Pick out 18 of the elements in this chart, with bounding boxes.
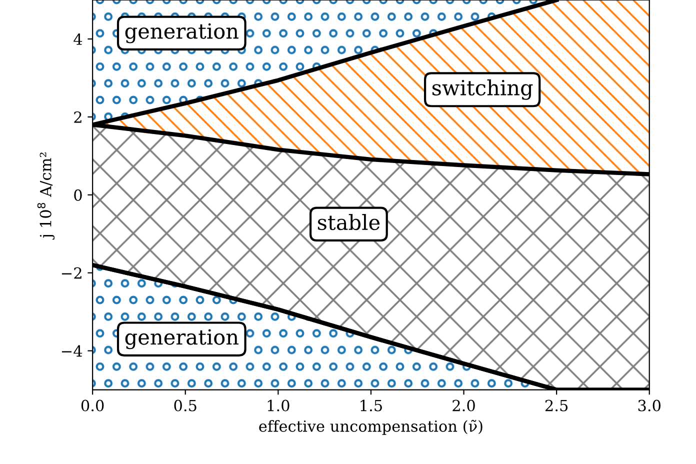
x-tick-label: 1.5 [360, 400, 382, 412]
x-tick-label: 0.5 [174, 400, 196, 412]
x-tick-label: 2.5 [545, 400, 568, 412]
y-axis-title: j 10$^{8}$ A/cm² [37, 152, 55, 240]
x-tick-label: 1.0 [268, 400, 290, 412]
x-tick-label: 2.0 [452, 400, 475, 412]
annotation: generation [125, 23, 238, 44]
y-tick-label: 4 [74, 33, 82, 45]
x-tick-label: 3.0 [638, 400, 660, 412]
y-tick-label: 2 [74, 111, 82, 123]
y-tick-label: −2 [62, 267, 82, 279]
y-tick-label: 0 [74, 189, 82, 201]
annotation: stable [318, 214, 380, 230]
y-tick-label: −4 [62, 345, 82, 357]
annotation: switching [432, 79, 533, 100]
x-tick-label: 0.0 [81, 400, 104, 412]
x-axis-title: effective uncompensation (ν̃) [259, 420, 482, 435]
annotation: generation [125, 329, 238, 350]
